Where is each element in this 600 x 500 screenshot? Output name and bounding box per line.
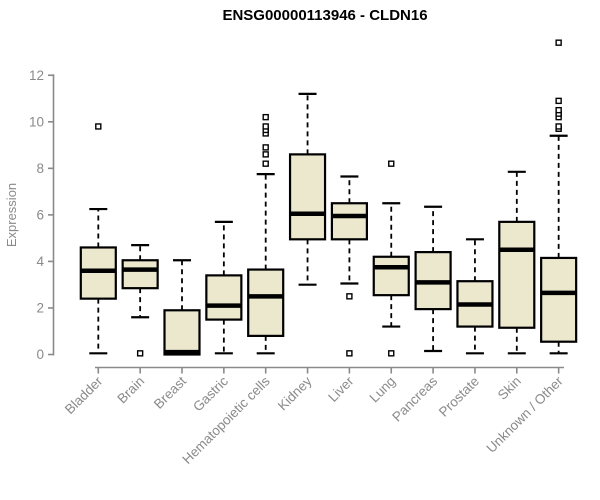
outlier-square: [262, 151, 269, 158]
boxplot-breast: [163, 259, 201, 356]
boxplot-hematopoietic-cells: [247, 113, 285, 355]
x-category-label: Skin: [495, 374, 524, 403]
x-category-label: Kidney: [275, 373, 315, 413]
outlier-square: [262, 144, 269, 151]
box-rect: [247, 268, 285, 337]
y-tick-label: 6: [36, 207, 44, 222]
boxplot-unknown-other: [540, 39, 578, 355]
outlier-square: [95, 123, 102, 130]
x-category-label: Liver: [325, 373, 357, 405]
boxplot-skin: [498, 170, 536, 355]
outlier-square: [262, 160, 269, 167]
box-rect: [330, 202, 368, 241]
outlier-square: [555, 106, 562, 114]
outlier-square: [388, 350, 395, 357]
box-rect: [121, 259, 159, 290]
boxplot-prostate: [456, 238, 494, 355]
boxplot-lung: [372, 160, 410, 357]
y-axis: 0 2 4 6 8 10 12: [29, 68, 55, 362]
boxplot-gastric: [205, 220, 243, 355]
outlier-square: [555, 123, 562, 130]
y-tick-label: 12: [29, 68, 44, 83]
boxplot-brain: [121, 244, 159, 357]
outlier-square: [262, 123, 269, 130]
outlier-square: [136, 350, 144, 357]
y-tick-label: 2: [36, 300, 44, 315]
box-rect: [540, 256, 578, 343]
y-tick-label: 0: [36, 347, 44, 362]
box-rect: [205, 274, 243, 321]
outlier-square: [555, 97, 562, 105]
x-category-label: Lung: [367, 374, 399, 406]
box-rect: [372, 255, 410, 297]
x-category-label: Gastric: [190, 373, 231, 414]
boxplot-bladder: [79, 123, 117, 355]
box-rect: [288, 153, 327, 241]
box-rect: [79, 246, 117, 300]
boxplot-liver: [330, 175, 368, 357]
box-rect: [498, 220, 536, 329]
chart-title: ENSG00000113946 - CLDN16: [222, 7, 428, 24]
boxplot-pancreas: [414, 205, 452, 353]
outlier-square: [262, 113, 269, 121]
x-category-label: Pancreas: [389, 373, 440, 424]
y-tick-label: 10: [29, 114, 44, 129]
outlier-square: [388, 160, 395, 167]
x-category-label: Prostate: [436, 374, 482, 420]
box-rect: [163, 309, 201, 356]
x-category-label: Brain: [114, 374, 147, 407]
outlier-square: [346, 350, 353, 357]
y-tick-label: 4: [36, 254, 44, 269]
x-category-label: Breast: [151, 373, 189, 411]
x-category-label: Bladder: [62, 373, 106, 417]
boxplot-kidney: [288, 92, 327, 286]
x-category-label: Unknown / Other: [484, 373, 567, 456]
outlier-square: [555, 39, 562, 46]
outlier-square: [346, 293, 353, 300]
y-tick-label: 8: [36, 161, 44, 176]
